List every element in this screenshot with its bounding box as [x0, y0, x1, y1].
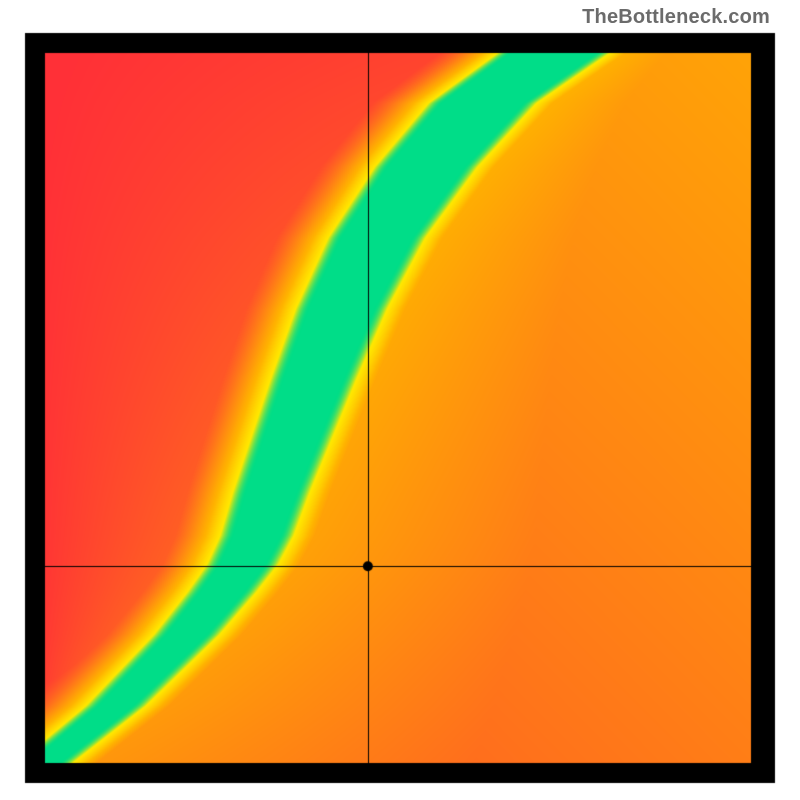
watermark-text: TheBottleneck.com — [582, 6, 770, 29]
bottleneck-heatmap — [0, 0, 800, 800]
